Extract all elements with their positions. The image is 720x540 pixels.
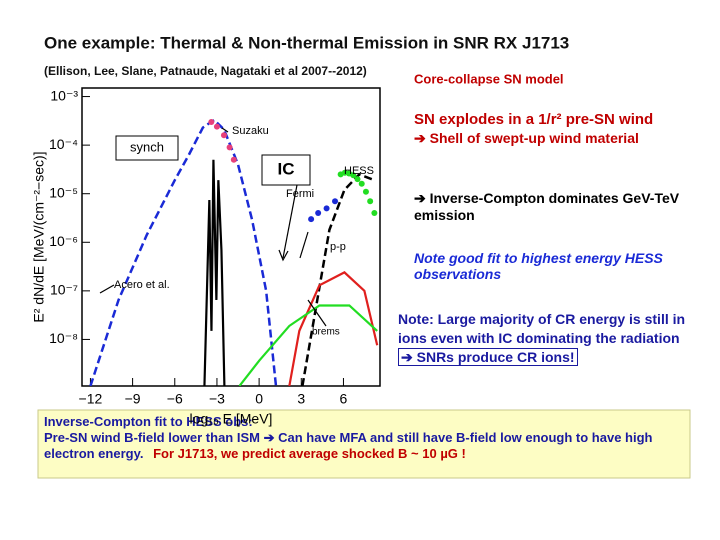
- data-point: [371, 210, 378, 217]
- summary-line: Inverse-Compton fit to HESS obs:: [44, 414, 253, 429]
- arrows: [99, 127, 327, 327]
- data-point: [362, 188, 369, 195]
- plot: −12 −9 −6 −3 0 3 6 10⁻³ 10⁻⁴ 10⁻⁵ 10⁻⁶ 10⁻⁷ 10⁻⁸ log₁…: [31, 87, 381, 427]
- x-axis-label: log₁₀ E [MeV]: [190, 411, 273, 427]
- data-point: [308, 216, 315, 223]
- data-point: [332, 198, 339, 205]
- y-tick-label: 10⁻⁷: [50, 282, 78, 298]
- annotation: brems: [312, 327, 340, 338]
- data-point: [208, 118, 215, 125]
- note-box: Note: Large majority of CR energy is sti…: [398, 311, 686, 366]
- data-point: [358, 180, 365, 187]
- curve: [238, 304, 378, 386]
- annotation: IC: [278, 159, 295, 178]
- point-box: ➔ Inverse-Compton dominates GeV-TeV emis…: [414, 190, 680, 223]
- subtitle: (Ellison, Lee, Slane, Patnaude, Nagataki…: [44, 64, 367, 78]
- y-tick-label: 10⁻⁸: [49, 330, 78, 346]
- label-box: [261, 154, 311, 186]
- title: One example: Thermal & Non-thermal Emiss…: [44, 33, 569, 52]
- data-point: [220, 132, 227, 139]
- curve: [301, 172, 375, 386]
- y-axis-label: E² dN/dE [MeV/(cm⁻²−sec)]: [31, 151, 47, 322]
- data-point: [315, 210, 322, 217]
- data-point: [350, 172, 357, 179]
- note: Note good fit to highest energy HESS obs…: [414, 250, 663, 282]
- x-tick-label: −6: [167, 391, 183, 407]
- label-box: [115, 135, 179, 161]
- y-tick-label: 10⁻⁶: [49, 233, 78, 249]
- x-tick-label: 3: [297, 391, 305, 407]
- annotation: synch: [130, 139, 164, 154]
- annotation: HESS: [344, 165, 374, 177]
- x-tick-label: −12: [79, 391, 103, 407]
- curve: [288, 271, 379, 386]
- data-point: [213, 123, 220, 130]
- note: ➔ SNRs produce CR ions!: [398, 348, 578, 366]
- model: Core-collapse SN model: [414, 71, 564, 86]
- annotation: Acero et al.: [114, 279, 170, 291]
- curve: [89, 118, 278, 386]
- data-point: [230, 156, 237, 163]
- data-point: [367, 198, 374, 205]
- x-tick-label: −9: [125, 391, 141, 407]
- y-tick-label: 10⁻⁵: [49, 184, 78, 200]
- curve: [203, 159, 226, 386]
- x-tick-label: −3: [209, 391, 225, 407]
- data-point: [226, 144, 233, 151]
- note: Note: Large majority of CR energy is sti…: [398, 311, 686, 346]
- note-box: Note good fit to highest energy HESS obs…: [414, 250, 663, 282]
- annotation: p-p: [330, 241, 346, 253]
- summary-line: For J1713, we predict average shocked B …: [153, 446, 466, 461]
- point: ➔ Inverse-Compton dominates GeV-TeV emis…: [414, 190, 680, 223]
- x-tick-label: 6: [340, 391, 348, 407]
- point-box: ➔ Shell of swept-up wind material: [414, 130, 639, 146]
- annotation: Fermi: [286, 188, 314, 200]
- data-point: [323, 205, 330, 212]
- summary-line: Pre-SN wind B-field lower than ISM ➔ Can…: [44, 430, 653, 461]
- x-tick-label: 0: [255, 391, 263, 407]
- summary: Inverse-Compton fit to HESS obs: Pre-SN …: [44, 414, 653, 461]
- plot-frame: [81, 87, 381, 387]
- annotation: Suzaku: [232, 125, 269, 137]
- point: SN explodes in a 1/r² pre-SN wind: [414, 111, 653, 128]
- summary-box: [37, 409, 691, 479]
- point: ➔ Shell of swept-up wind material: [414, 130, 639, 146]
- y-tick-label: 10⁻⁴: [49, 136, 78, 152]
- y-tick-label: 10⁻³: [50, 87, 78, 103]
- data-point: [354, 176, 361, 183]
